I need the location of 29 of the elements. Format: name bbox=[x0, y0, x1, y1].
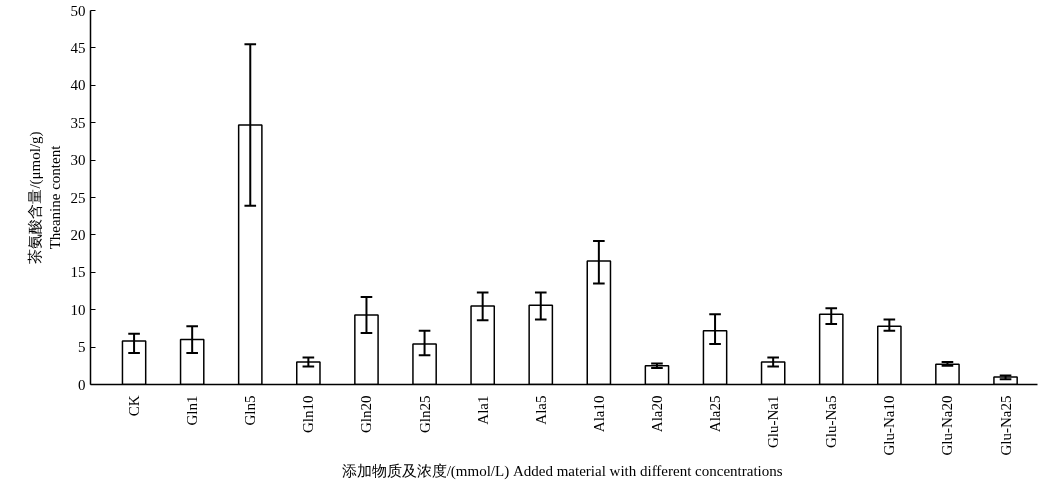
x-tick-label: Gln20 bbox=[358, 395, 375, 433]
y-tick-label: 5 bbox=[78, 339, 86, 356]
x-tick-label: Ala10 bbox=[590, 395, 607, 433]
y-tick-label: 15 bbox=[70, 264, 86, 281]
y-tick-label: 10 bbox=[70, 301, 86, 318]
y-tick-label: 40 bbox=[70, 77, 86, 94]
x-tick-label: Gln5 bbox=[242, 395, 259, 426]
x-tick-label: Glu-Na10 bbox=[881, 395, 898, 456]
y-tick-label: 25 bbox=[70, 189, 86, 206]
x-tick-label: Glu-Na5 bbox=[823, 395, 840, 448]
x-tick-label: Gln25 bbox=[416, 395, 433, 433]
x-tick-label: Glu-Na25 bbox=[997, 395, 1014, 456]
x-tick-label: Ala1 bbox=[474, 395, 491, 425]
x-tick-label: Ala20 bbox=[648, 395, 665, 433]
x-tick-label: Ala5 bbox=[532, 395, 549, 425]
x-tick-label: Gln1 bbox=[184, 395, 201, 426]
y-tick-label: 45 bbox=[70, 39, 86, 56]
y-axis-title: 茶氨酸含量/(μmol/g) Theanine content bbox=[27, 131, 63, 264]
y-tick-label: 35 bbox=[70, 114, 86, 131]
y-tick-label: 20 bbox=[70, 226, 86, 243]
x-tick-label: Glu-Na20 bbox=[939, 395, 956, 456]
y-tick-label: 50 bbox=[70, 2, 86, 19]
x-tick-label: Gln10 bbox=[300, 395, 317, 433]
y-tick-label: 0 bbox=[78, 376, 86, 393]
x-tick-label: Ala25 bbox=[707, 395, 724, 433]
x-tick-label: Glu-Na1 bbox=[765, 395, 782, 448]
x-tick-label: CK bbox=[126, 395, 143, 417]
y-tick-label: 30 bbox=[70, 152, 86, 169]
x-axis-title: 添加物质及浓度/(mmol/L) Added material with different concentrations bbox=[341, 463, 783, 481]
